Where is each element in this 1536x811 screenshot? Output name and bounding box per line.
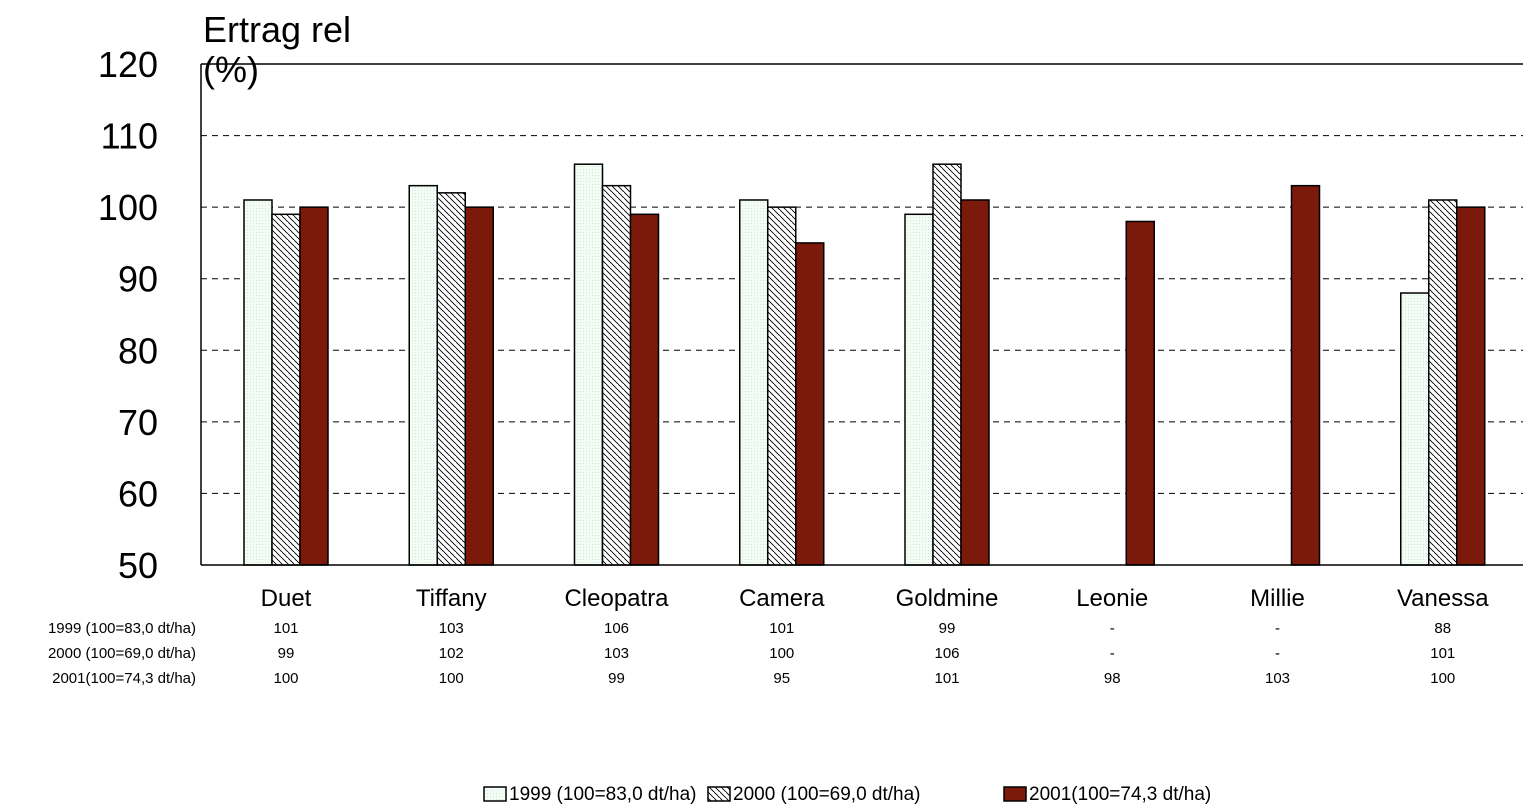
- y-tick-60: 60: [118, 473, 158, 514]
- axes: [200, 63, 1523, 566]
- bars: [243, 163, 1486, 566]
- legend-label-1: 1999 (100=83,0 dt/ha): [509, 784, 697, 805]
- y-tick-90: 90: [118, 259, 158, 300]
- table-cell-3-millie: 103: [1265, 670, 1290, 687]
- y-tick-120: 120: [98, 44, 158, 85]
- y-tick-labels: 50 60 70 80 90 100 110 120: [98, 44, 158, 586]
- grid-lines: [201, 135, 1523, 494]
- bar-millie-3: [1290, 184, 1321, 566]
- table-cell-3-goldmine: 101: [934, 670, 959, 687]
- table-cell-2-camera: 100: [769, 645, 794, 662]
- y-tick-70: 70: [118, 402, 158, 443]
- data-table: 1999 (100=83,0 dt/ha) 101 103 106 101 99 - - 88 2…: [48, 620, 1455, 687]
- bar-camera-1: [739, 199, 769, 566]
- x-tick-vanessa: Vanessa: [1397, 585, 1489, 612]
- table-cell-3-cleopatra: 99: [608, 670, 625, 687]
- x-tick-camera: Camera: [739, 585, 825, 612]
- x-tick-millie: Millie: [1250, 585, 1305, 612]
- table-cell-2-cleopatra: 103: [604, 645, 629, 662]
- table-cell-3-vanessa: 100: [1430, 670, 1455, 687]
- x-tick-labels: Duet Tiffany Cleopatra Camera Goldmine Leonie…: [261, 585, 1490, 612]
- table-cell-2-duet: 99: [278, 645, 295, 662]
- table-cell-1-leonie: -: [1110, 620, 1115, 637]
- table-cell-1-duet: 101: [273, 620, 298, 637]
- y-tick-80: 80: [118, 330, 158, 371]
- bar-goldmine-2: [932, 163, 962, 566]
- table-cell-1-camera: 101: [769, 620, 794, 637]
- table-cell-1-goldmine: 99: [939, 620, 956, 637]
- bar-camera-3: [795, 242, 825, 566]
- y-axis-label-line-1: Ertrag rel: [203, 9, 351, 50]
- table-cell-1-cleopatra: 106: [604, 620, 629, 637]
- table-cell-1-vanessa: 88: [1434, 620, 1451, 637]
- x-tick-cleopatra: Cleopatra: [564, 585, 669, 612]
- y-tick-100: 100: [98, 187, 158, 228]
- legend-label-3: 2001(100=74,3 dt/ha): [1029, 784, 1211, 805]
- y-axis-label-line-2: (%): [203, 49, 259, 90]
- table-cell-3-leonie: 98: [1104, 670, 1121, 687]
- legend-label-2: 2000 (100=69,0 dt/ha): [733, 784, 921, 805]
- bar-camera-2: [767, 206, 797, 566]
- table-row-label-2: 2000 (100=69,0 dt/ha): [48, 645, 196, 662]
- x-tick-tiffany: Tiffany: [416, 585, 487, 612]
- legend-swatch-1: [483, 786, 507, 802]
- bar-duet-3: [299, 206, 329, 566]
- table-cell-3-tiffany: 100: [439, 670, 464, 687]
- bar-cleopatra-1: [573, 163, 604, 566]
- x-tick-goldmine: Goldmine: [896, 585, 999, 612]
- table-cell-2-goldmine: 106: [934, 645, 959, 662]
- table-cell-1-tiffany: 103: [439, 620, 464, 637]
- table-cell-2-leonie: -: [1110, 645, 1115, 662]
- bar-tiffany-1: [408, 184, 438, 566]
- table-cell-2-vanessa: 101: [1430, 645, 1455, 662]
- table-cell-3-duet: 100: [273, 670, 298, 687]
- legend-swatch-3: [1003, 786, 1027, 802]
- table-cell-3-camera: 95: [773, 670, 790, 687]
- bar-vanessa-3: [1456, 206, 1486, 566]
- bar-goldmine-3: [960, 199, 990, 566]
- table-row-label-3: 2001(100=74,3 dt/ha): [52, 670, 196, 687]
- table-cell-1-millie: -: [1275, 620, 1280, 637]
- x-tick-leonie: Leonie: [1076, 585, 1148, 612]
- bar-tiffany-2: [436, 192, 466, 566]
- legend-swatch-2: [707, 786, 731, 802]
- y-tick-110: 110: [101, 116, 158, 157]
- table-cell-2-tiffany: 102: [439, 645, 464, 662]
- table-cell-2-millie: -: [1275, 645, 1280, 662]
- y-tick-50: 50: [118, 545, 158, 586]
- bar-duet-2: [271, 213, 301, 566]
- bar-tiffany-3: [464, 206, 494, 566]
- bar-leonie-3: [1125, 220, 1155, 566]
- y-axis-label: Ertrag rel(%): [203, 9, 351, 90]
- table-row-label-1: 1999 (100=83,0 dt/ha): [48, 620, 196, 637]
- bar-duet-1: [243, 199, 273, 566]
- bar-vanessa-2: [1428, 199, 1458, 566]
- bar-cleopatra-2: [601, 184, 632, 566]
- bar-goldmine-1: [904, 213, 934, 566]
- bar-vanessa-1: [1400, 292, 1430, 566]
- x-tick-duet: Duet: [261, 585, 312, 612]
- legend: 1999 (100=83,0 dt/ha) 2000 (100=69,0 dt/h…: [483, 784, 1211, 805]
- bar-cleopatra-3: [629, 213, 660, 566]
